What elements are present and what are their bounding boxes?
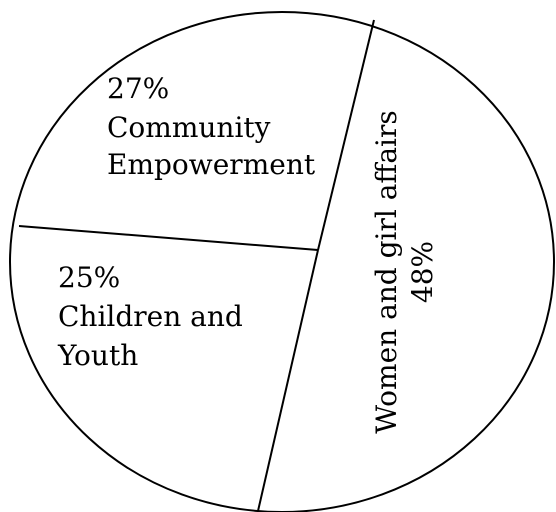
slice-label-children-youth-line2: Youth <box>57 339 138 372</box>
pie-outline <box>9 11 555 512</box>
slice-label-community-empowerment-line2: Empowerment <box>107 148 316 181</box>
slice-value-label-women-girl-affairs: 48% <box>406 241 439 303</box>
slice-label-children-youth-line1: Children and <box>58 300 243 333</box>
slice-value-label-community-empowerment: 27% <box>107 72 169 105</box>
slice-divider-bottom <box>257 249 319 512</box>
slice-divider-left <box>18 225 319 251</box>
slice-label-community-empowerment-line1: Community <box>107 111 271 144</box>
slice-value-label-children-youth: 25% <box>58 261 120 294</box>
slice-label-women-girl-affairs: Women and girl affairs <box>370 110 403 433</box>
slice-divider-top <box>317 19 375 251</box>
